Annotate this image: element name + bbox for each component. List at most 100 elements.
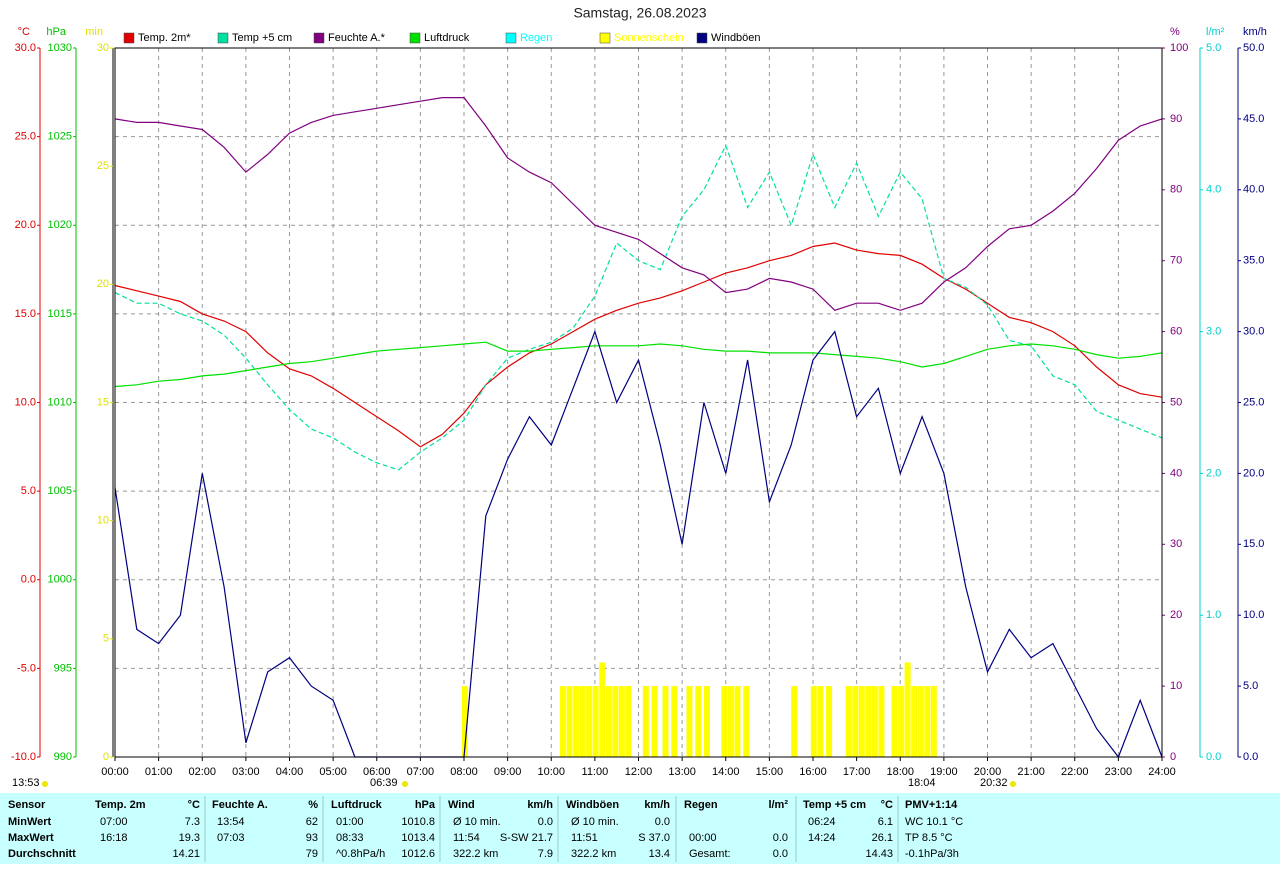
sunshine-bar	[871, 686, 878, 757]
footer-cell: 0.0	[773, 832, 788, 844]
y-tick-label: 0.0	[21, 574, 36, 586]
footer-cell: 79	[306, 848, 318, 860]
footer-unit: km/h	[527, 799, 553, 811]
footer-header: Regen	[684, 799, 718, 811]
footer-cell: 08:33	[336, 832, 364, 844]
footer-cell: 62	[306, 816, 318, 828]
sunshine-bar	[904, 662, 911, 757]
sunshine-bar	[566, 686, 573, 757]
y-tick-label: 1025	[48, 131, 72, 143]
sunshine-bar	[734, 686, 741, 757]
x-tick-label: 07:00	[407, 766, 435, 778]
sunshine-bar	[662, 686, 669, 757]
y-tick-label: 1000	[48, 574, 72, 586]
footer-row-label: MinWert	[8, 816, 52, 828]
footer-cell: 01:00	[336, 816, 364, 828]
sunshine-bar	[671, 686, 678, 757]
plot-border	[114, 47, 1163, 758]
x-tick-label: 09:00	[494, 766, 522, 778]
footer-unit: °C	[881, 799, 893, 811]
x-tick-label: 16:00	[799, 766, 827, 778]
footer-unit: l/m²	[768, 799, 788, 811]
footer-cell: 00:00	[689, 832, 717, 844]
footer-cell: Gesamt:	[689, 848, 731, 860]
footer-row-label: MaxWert	[8, 832, 54, 844]
footer-cell: 06:24	[808, 816, 836, 828]
axis-unit: °C	[18, 26, 30, 38]
x-tick-label: 00:00	[101, 766, 129, 778]
x-tick-label: 10:00	[537, 766, 565, 778]
x-tick-label: 14:00	[712, 766, 740, 778]
y-tick-label: 1005	[48, 485, 72, 497]
y-tick-label: -5.0	[17, 662, 36, 674]
y-tick-label: 0	[103, 751, 109, 763]
sunshine-bar	[858, 686, 865, 757]
legend-swatch	[696, 32, 708, 44]
footer-cell: 0.0	[773, 848, 788, 860]
x-tick-label: 19:00	[930, 766, 958, 778]
footer-header: Wind	[448, 799, 475, 811]
legend-label: Feuchte A.*	[328, 32, 386, 44]
series-line	[114, 341, 1163, 388]
footer-cell: 07:03	[217, 832, 245, 844]
legend-label: Temp +5 cm	[232, 32, 292, 44]
y-tick-label: 90	[1170, 113, 1182, 125]
footer-cell: S-SW 21.7	[500, 832, 553, 844]
sunshine-bar	[930, 686, 937, 757]
y-tick-label: 0	[1170, 751, 1176, 763]
footer-cell: 14.21	[172, 848, 200, 860]
sunshine-bar	[612, 686, 619, 757]
sunshine-bar	[573, 686, 580, 757]
y-tick-label: 15.0	[1243, 538, 1264, 550]
sunshine-bar	[727, 686, 734, 757]
y-tick-label: 20	[97, 278, 109, 290]
y-tick-label: 100	[1170, 42, 1188, 54]
footer-header: Sensor	[8, 799, 46, 811]
legend-swatch	[505, 32, 517, 44]
x-tick-label: 15:00	[756, 766, 784, 778]
y-tick-label: 35.0	[1243, 255, 1264, 267]
axis-unit: %	[1170, 26, 1180, 38]
footer-cell: 16:18	[100, 832, 128, 844]
legend-label: Windböen	[711, 32, 761, 44]
chart-title: Samstag, 26.08.2023	[573, 5, 706, 21]
footer-unit: °C	[188, 799, 200, 811]
footer-header: PMV+1:14	[905, 799, 958, 811]
sunshine-bar	[592, 686, 599, 757]
footer-cell: 07:00	[100, 816, 128, 828]
footer-cell: 7.9	[538, 848, 553, 860]
y-tick-label: 1015	[48, 308, 72, 320]
sunshine-bar	[810, 686, 817, 757]
sunshine-bar	[845, 686, 852, 757]
footer-header: Windböen	[566, 799, 619, 811]
sunshine-bar	[651, 686, 658, 757]
footer-unit: %	[308, 799, 318, 811]
sunshine-bar	[898, 686, 905, 757]
sunshine-bar	[559, 686, 566, 757]
y-tick-label: 25	[97, 160, 109, 172]
x-tick-label: 24:00	[1148, 766, 1176, 778]
sunshine-bar	[826, 686, 833, 757]
y-tick-label: 25.0	[15, 131, 36, 143]
footer-cell: 14.43	[865, 848, 893, 860]
sun-icon	[402, 781, 408, 787]
x-tick-label: 17:00	[843, 766, 871, 778]
sunshine-bar	[891, 686, 898, 757]
footer-cell: WC 10.1 °C	[905, 816, 963, 828]
footer-row-label: Durchschnitt	[8, 848, 76, 860]
footer-header: Luftdruck	[331, 799, 383, 811]
sunshine-bar	[703, 686, 710, 757]
y-tick-label: 25.0	[1243, 396, 1264, 408]
y-tick-label: 10.0	[15, 396, 36, 408]
x-tick-label: 05:00	[319, 766, 347, 778]
legend-swatch	[217, 32, 229, 44]
sunshine-bar	[461, 686, 468, 757]
y-tick-label: 5.0	[1206, 42, 1221, 54]
legend-label: Sonnenschein	[614, 32, 684, 44]
legend-label: Luftdruck	[424, 32, 470, 44]
y-tick-label: 50	[1170, 396, 1182, 408]
y-tick-label: 1010	[48, 396, 72, 408]
footer-cell: 26.1	[872, 832, 893, 844]
footer-cell: -0.1hPa/3h	[905, 848, 959, 860]
